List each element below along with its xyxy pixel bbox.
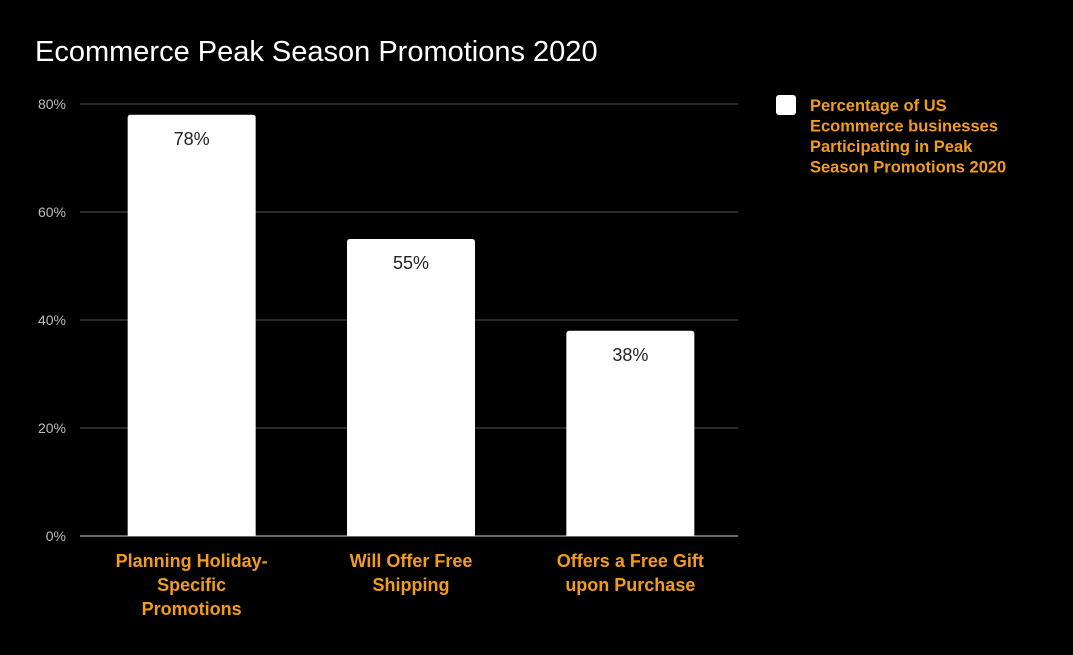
bar bbox=[127, 114, 256, 537]
chart-title: Ecommerce Peak Season Promotions 2020 bbox=[35, 36, 598, 68]
x-tick-label: Offers a Free Gift upon Purchase bbox=[557, 551, 704, 595]
y-tick-label: 40% bbox=[38, 312, 66, 328]
y-tick-label: 80% bbox=[38, 96, 66, 112]
data-label: 78% bbox=[174, 129, 210, 149]
data-label: 55% bbox=[393, 253, 429, 273]
bar bbox=[566, 330, 695, 536]
legend: Percentage of US Ecommerce businesses Part… bbox=[776, 95, 1006, 177]
y-tick-label: 60% bbox=[38, 204, 66, 220]
y-tick-label: 20% bbox=[38, 420, 66, 436]
legend-label: Percentage of US Ecommerce businesses Part… bbox=[810, 97, 1006, 177]
x-tick-label: Planning Holiday-Specific Promotions bbox=[116, 551, 268, 619]
legend-swatch bbox=[776, 95, 796, 115]
bar bbox=[347, 239, 475, 536]
y-tick-label: 0% bbox=[46, 528, 66, 544]
x-tick-label: Will Offer Free Shipping bbox=[350, 551, 473, 595]
data-label: 38% bbox=[612, 345, 648, 365]
